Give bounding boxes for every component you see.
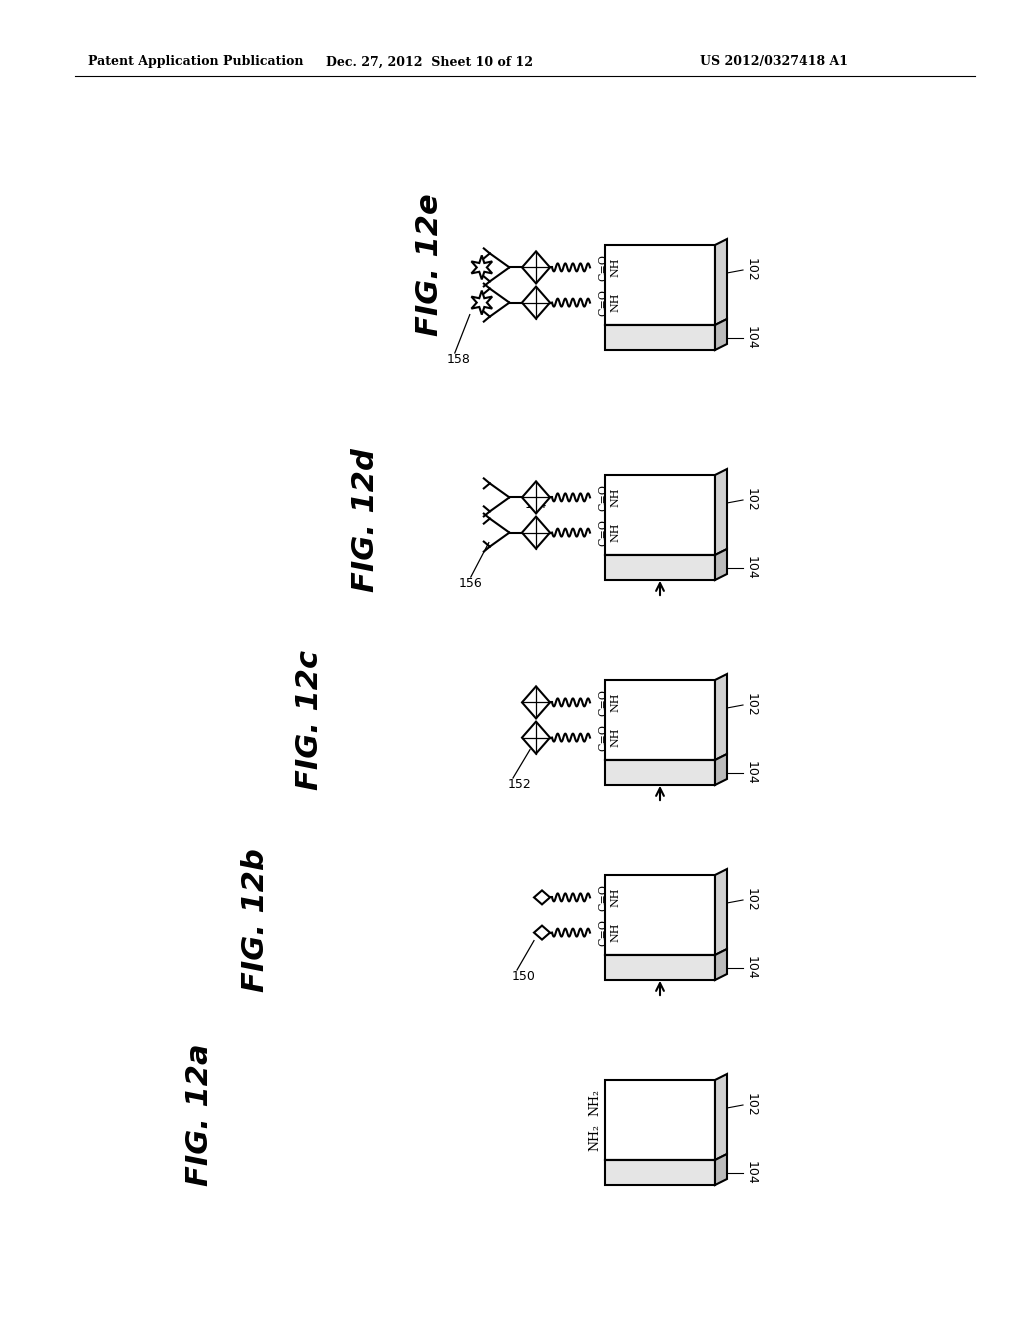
Text: 156: 156 — [459, 577, 482, 590]
Text: NH: NH — [610, 257, 620, 277]
Text: NH: NH — [610, 887, 620, 907]
Text: NH₂: NH₂ — [588, 1125, 601, 1151]
Text: Dec. 27, 2012  Sheet 10 of 12: Dec. 27, 2012 Sheet 10 of 12 — [327, 55, 534, 69]
Polygon shape — [522, 722, 550, 754]
Text: C=O: C=O — [598, 519, 608, 546]
Polygon shape — [715, 239, 727, 325]
Polygon shape — [522, 686, 550, 718]
Text: C=O: C=O — [598, 484, 608, 511]
Text: 102: 102 — [745, 259, 758, 282]
Polygon shape — [715, 869, 727, 954]
Polygon shape — [715, 1074, 727, 1160]
Polygon shape — [522, 482, 550, 513]
Text: FIG. 12a: FIG. 12a — [185, 1044, 214, 1187]
Text: NH: NH — [610, 693, 620, 713]
Bar — [605, 954, 715, 979]
Text: C=O: C=O — [598, 919, 608, 946]
Text: US 2012/0327418 A1: US 2012/0327418 A1 — [700, 55, 848, 69]
Text: 102: 102 — [745, 488, 758, 512]
Text: NH: NH — [610, 487, 620, 507]
Polygon shape — [715, 949, 727, 979]
Bar — [605, 554, 715, 579]
Bar — [605, 475, 715, 554]
Polygon shape — [522, 516, 550, 549]
Text: NH: NH — [610, 523, 620, 543]
Text: 154: 154 — [524, 499, 547, 511]
Text: 152: 152 — [508, 777, 531, 791]
Text: FIG. 12c: FIG. 12c — [296, 649, 325, 791]
Polygon shape — [534, 891, 550, 904]
Bar — [605, 1080, 715, 1160]
Polygon shape — [715, 754, 727, 785]
Bar — [605, 760, 715, 785]
Polygon shape — [715, 1154, 727, 1185]
Bar — [605, 1160, 715, 1185]
Text: 104: 104 — [745, 956, 758, 979]
Text: 104: 104 — [745, 760, 758, 784]
Text: 158: 158 — [446, 352, 471, 366]
Text: C=O: C=O — [598, 253, 608, 281]
Polygon shape — [534, 925, 550, 940]
Polygon shape — [522, 286, 550, 318]
Text: 104: 104 — [745, 1160, 758, 1184]
Polygon shape — [471, 290, 493, 314]
Text: C=O: C=O — [598, 725, 608, 751]
Polygon shape — [715, 319, 727, 350]
Bar — [605, 875, 715, 954]
Bar — [605, 680, 715, 760]
Text: 102: 102 — [745, 1093, 758, 1117]
Text: 104: 104 — [745, 326, 758, 350]
Text: NH: NH — [610, 923, 620, 942]
Text: FIG. 12e: FIG. 12e — [416, 194, 444, 337]
Text: 150: 150 — [512, 970, 536, 983]
Text: 102: 102 — [745, 888, 758, 912]
Text: NH: NH — [610, 727, 620, 747]
Text: C=O: C=O — [598, 689, 608, 715]
Bar — [605, 246, 715, 325]
Text: C=O: C=O — [598, 884, 608, 911]
Text: FIG. 12b: FIG. 12b — [241, 847, 269, 991]
Polygon shape — [715, 675, 727, 760]
Polygon shape — [715, 469, 727, 554]
Text: 104: 104 — [745, 556, 758, 579]
Polygon shape — [471, 255, 493, 280]
Text: NH₂: NH₂ — [588, 1089, 601, 1115]
Text: NH: NH — [610, 293, 620, 313]
Bar — [605, 325, 715, 350]
Text: 102: 102 — [745, 693, 758, 717]
Text: C=O: C=O — [598, 289, 608, 315]
Text: FIG. 12d: FIG. 12d — [350, 447, 380, 591]
Polygon shape — [715, 549, 727, 579]
Polygon shape — [522, 251, 550, 284]
Text: Patent Application Publication: Patent Application Publication — [88, 55, 303, 69]
